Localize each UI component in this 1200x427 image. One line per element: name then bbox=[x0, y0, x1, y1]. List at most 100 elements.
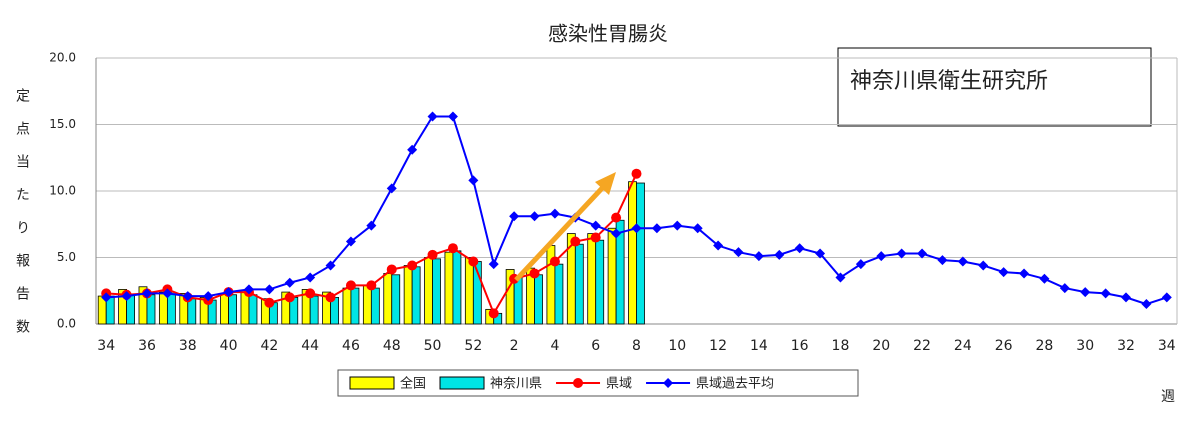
marker bbox=[182, 291, 193, 302]
marker bbox=[611, 212, 622, 223]
marker bbox=[590, 232, 601, 243]
x-axis-label: 週 bbox=[1161, 389, 1175, 405]
marker bbox=[427, 249, 438, 260]
bar bbox=[391, 274, 401, 325]
x-tick-label: 14 bbox=[750, 338, 768, 354]
marker bbox=[733, 247, 744, 258]
marker bbox=[631, 168, 642, 179]
marker bbox=[305, 288, 316, 299]
marker bbox=[284, 277, 295, 288]
y-axis-label: 定点当たり報告数 bbox=[14, 88, 30, 352]
x-tick-label: 44 bbox=[301, 338, 319, 354]
y-tick-label: 20.0 bbox=[49, 51, 76, 65]
legend-marker bbox=[573, 378, 584, 388]
bar bbox=[350, 287, 360, 325]
marker bbox=[611, 228, 622, 239]
marker bbox=[223, 287, 234, 298]
bar bbox=[554, 263, 564, 325]
marker bbox=[243, 284, 254, 295]
arrow bbox=[514, 182, 608, 282]
marker bbox=[835, 272, 846, 283]
marker bbox=[264, 284, 275, 295]
x-tick-label: 2 bbox=[510, 338, 519, 354]
marker bbox=[855, 259, 866, 270]
x-tick-label: 34 bbox=[1158, 338, 1176, 354]
marker bbox=[549, 208, 560, 219]
marker bbox=[713, 240, 724, 251]
marker bbox=[345, 280, 356, 291]
x-tick-label: 28 bbox=[1036, 338, 1054, 354]
bar bbox=[628, 181, 637, 325]
marker bbox=[570, 236, 581, 247]
marker bbox=[325, 260, 336, 271]
bar bbox=[424, 257, 433, 325]
legend-label: 神奈川県 bbox=[490, 377, 542, 392]
legend-label: 県域 bbox=[606, 377, 632, 392]
bar bbox=[607, 227, 617, 325]
marker bbox=[529, 268, 540, 279]
bar bbox=[187, 298, 197, 325]
marker bbox=[284, 292, 295, 303]
bar bbox=[534, 274, 543, 325]
x-tick-label: 46 bbox=[342, 338, 360, 354]
marker bbox=[447, 111, 458, 122]
marker bbox=[366, 280, 377, 291]
x-tick-label: 50 bbox=[424, 338, 442, 354]
marker bbox=[937, 255, 948, 266]
marker bbox=[488, 259, 499, 270]
marker bbox=[407, 144, 418, 155]
y-tick-label: 15.0 bbox=[49, 117, 76, 131]
x-tick-label: 12 bbox=[709, 338, 727, 354]
marker bbox=[815, 248, 826, 259]
marker bbox=[529, 211, 540, 222]
legend-label: 全国 bbox=[400, 376, 426, 392]
legend: 全国 神奈川県 県域 県域過去平均 bbox=[337, 369, 859, 397]
marker bbox=[876, 251, 887, 262]
marker bbox=[978, 260, 989, 271]
bar bbox=[636, 182, 645, 325]
legend-marker bbox=[663, 378, 674, 388]
x-tick-label: 48 bbox=[383, 338, 401, 354]
marker bbox=[407, 260, 418, 271]
bar bbox=[228, 294, 237, 325]
marker bbox=[998, 267, 1009, 278]
marker bbox=[264, 297, 275, 308]
marker bbox=[1121, 292, 1132, 303]
marker bbox=[957, 256, 968, 267]
marker bbox=[1100, 288, 1111, 299]
chart-title: 感染性胃腸炎 bbox=[548, 22, 668, 46]
x-tick-label: 24 bbox=[954, 338, 972, 354]
marker bbox=[1039, 273, 1050, 284]
bar bbox=[362, 285, 372, 325]
bar bbox=[595, 239, 605, 325]
marker bbox=[1141, 299, 1152, 310]
x-tick-label: 38 bbox=[179, 338, 197, 354]
x-tick-label: 20 bbox=[872, 338, 890, 354]
marker bbox=[447, 243, 458, 254]
marker bbox=[631, 223, 642, 234]
marker bbox=[509, 211, 520, 222]
marker bbox=[651, 223, 662, 234]
bar bbox=[587, 233, 597, 325]
bar bbox=[248, 294, 258, 325]
y-tick-label: 5.0 bbox=[57, 250, 76, 264]
marker bbox=[1080, 287, 1091, 298]
bar bbox=[146, 294, 156, 325]
marker bbox=[753, 251, 764, 262]
y-tick-label: 10.0 bbox=[49, 184, 76, 198]
x-tick-label: 6 bbox=[591, 338, 600, 354]
marker bbox=[141, 288, 152, 299]
bar bbox=[513, 277, 523, 325]
marker bbox=[1019, 268, 1030, 279]
arrow-head bbox=[595, 172, 616, 195]
bar bbox=[444, 251, 454, 325]
x-tick-label: 52 bbox=[464, 338, 482, 354]
x-tick-label: 18 bbox=[832, 338, 850, 354]
bar bbox=[411, 266, 421, 325]
bar bbox=[574, 243, 584, 325]
x-tick-label: 22 bbox=[913, 338, 931, 354]
marker bbox=[692, 223, 703, 234]
marker bbox=[121, 291, 132, 302]
marker bbox=[774, 249, 785, 260]
x-tick-label: 10 bbox=[668, 338, 686, 354]
